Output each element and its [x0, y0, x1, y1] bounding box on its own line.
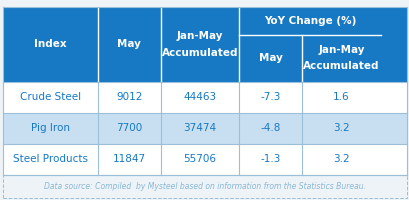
Text: 7700: 7700	[116, 123, 142, 133]
Text: Pig Iron: Pig Iron	[31, 123, 70, 133]
Text: -1.3: -1.3	[260, 154, 280, 164]
Text: Crude Steel: Crude Steel	[20, 92, 81, 102]
Text: May: May	[117, 39, 141, 49]
Text: 37474: 37474	[183, 123, 216, 133]
Bar	[3, 113, 406, 144]
Text: 55706: 55706	[183, 154, 216, 164]
Bar	[3, 144, 406, 175]
Text: Jan-May
Accumulated: Jan-May Accumulated	[161, 31, 238, 58]
Text: 3.2: 3.2	[332, 154, 349, 164]
Text: YoY Change (%): YoY Change (%)	[263, 16, 355, 26]
Text: 9012: 9012	[116, 92, 142, 102]
Text: 3.2: 3.2	[332, 123, 349, 133]
Text: 1.6: 1.6	[332, 92, 349, 102]
Text: Data source: Compiled  by Mysteel based on information from the Statistics Burea: Data source: Compiled by Mysteel based o…	[44, 182, 365, 191]
Text: 11847: 11847	[112, 154, 146, 164]
Text: May: May	[258, 53, 282, 63]
Text: -4.8: -4.8	[260, 123, 280, 133]
Bar	[3, 82, 406, 113]
Text: Index: Index	[34, 39, 67, 49]
Bar	[3, 7, 406, 82]
Text: 44463: 44463	[183, 92, 216, 102]
Text: Jan-May
Accumulated: Jan-May Accumulated	[302, 45, 379, 71]
Text: -7.3: -7.3	[260, 92, 280, 102]
Text: Steel Products: Steel Products	[13, 154, 88, 164]
Bar	[3, 175, 406, 198]
